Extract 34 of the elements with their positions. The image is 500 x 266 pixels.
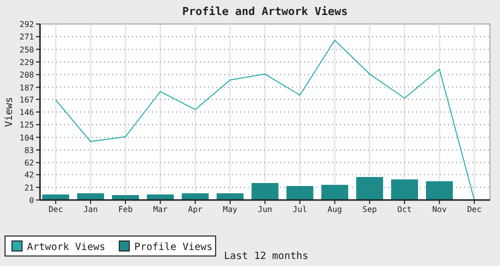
- line-series: [55, 40, 475, 200]
- y-tick-label: 83: [24, 146, 34, 155]
- x-tick-label: Jul: [292, 205, 308, 214]
- x-tick-label: Jan: [83, 205, 98, 214]
- x-tick-label: May: [222, 205, 238, 214]
- y-tick-label: 62: [24, 158, 34, 168]
- y-tick-label: 229: [20, 58, 34, 67]
- y-tick-label: 104: [20, 133, 34, 142]
- y-tick-label: 21: [24, 183, 34, 192]
- y-tick-label: 187: [20, 83, 34, 92]
- x-tick-label: Jun: [258, 205, 272, 214]
- y-tick-label: 42: [24, 170, 34, 180]
- y-tick-label: 292: [20, 20, 34, 29]
- x-tick-label: Apr: [188, 205, 203, 214]
- legend-label: Profile Views: [134, 242, 213, 253]
- y-tick-label: 125: [20, 120, 34, 130]
- x-tick-label: Dec: [467, 205, 482, 214]
- x-tick-label: Mar: [153, 205, 168, 214]
- legend-label: Artwork Views: [27, 242, 106, 253]
- chart-title: Profile and Artwork Views: [182, 5, 348, 18]
- x-tick-label: Dec: [48, 205, 64, 214]
- y-tick-label: 0: [29, 196, 34, 205]
- y-tick-label: 208: [20, 70, 34, 80]
- x-axis-title: Last 12 months: [224, 251, 308, 262]
- x-tick-label: Sep: [362, 205, 378, 214]
- y-axis-title: Views: [4, 96, 15, 128]
- x-tick-label: Oct: [397, 205, 412, 214]
- y-tick-label: 250: [20, 45, 34, 54]
- x-tick-label: Aug: [328, 205, 342, 214]
- y-tick-label: 271: [20, 32, 34, 42]
- x-tick-label: Nov: [432, 205, 447, 214]
- x-tick-label: Feb: [118, 205, 133, 214]
- y-tick-label: 146: [20, 108, 34, 117]
- y-tick-label: 167: [20, 95, 34, 104]
